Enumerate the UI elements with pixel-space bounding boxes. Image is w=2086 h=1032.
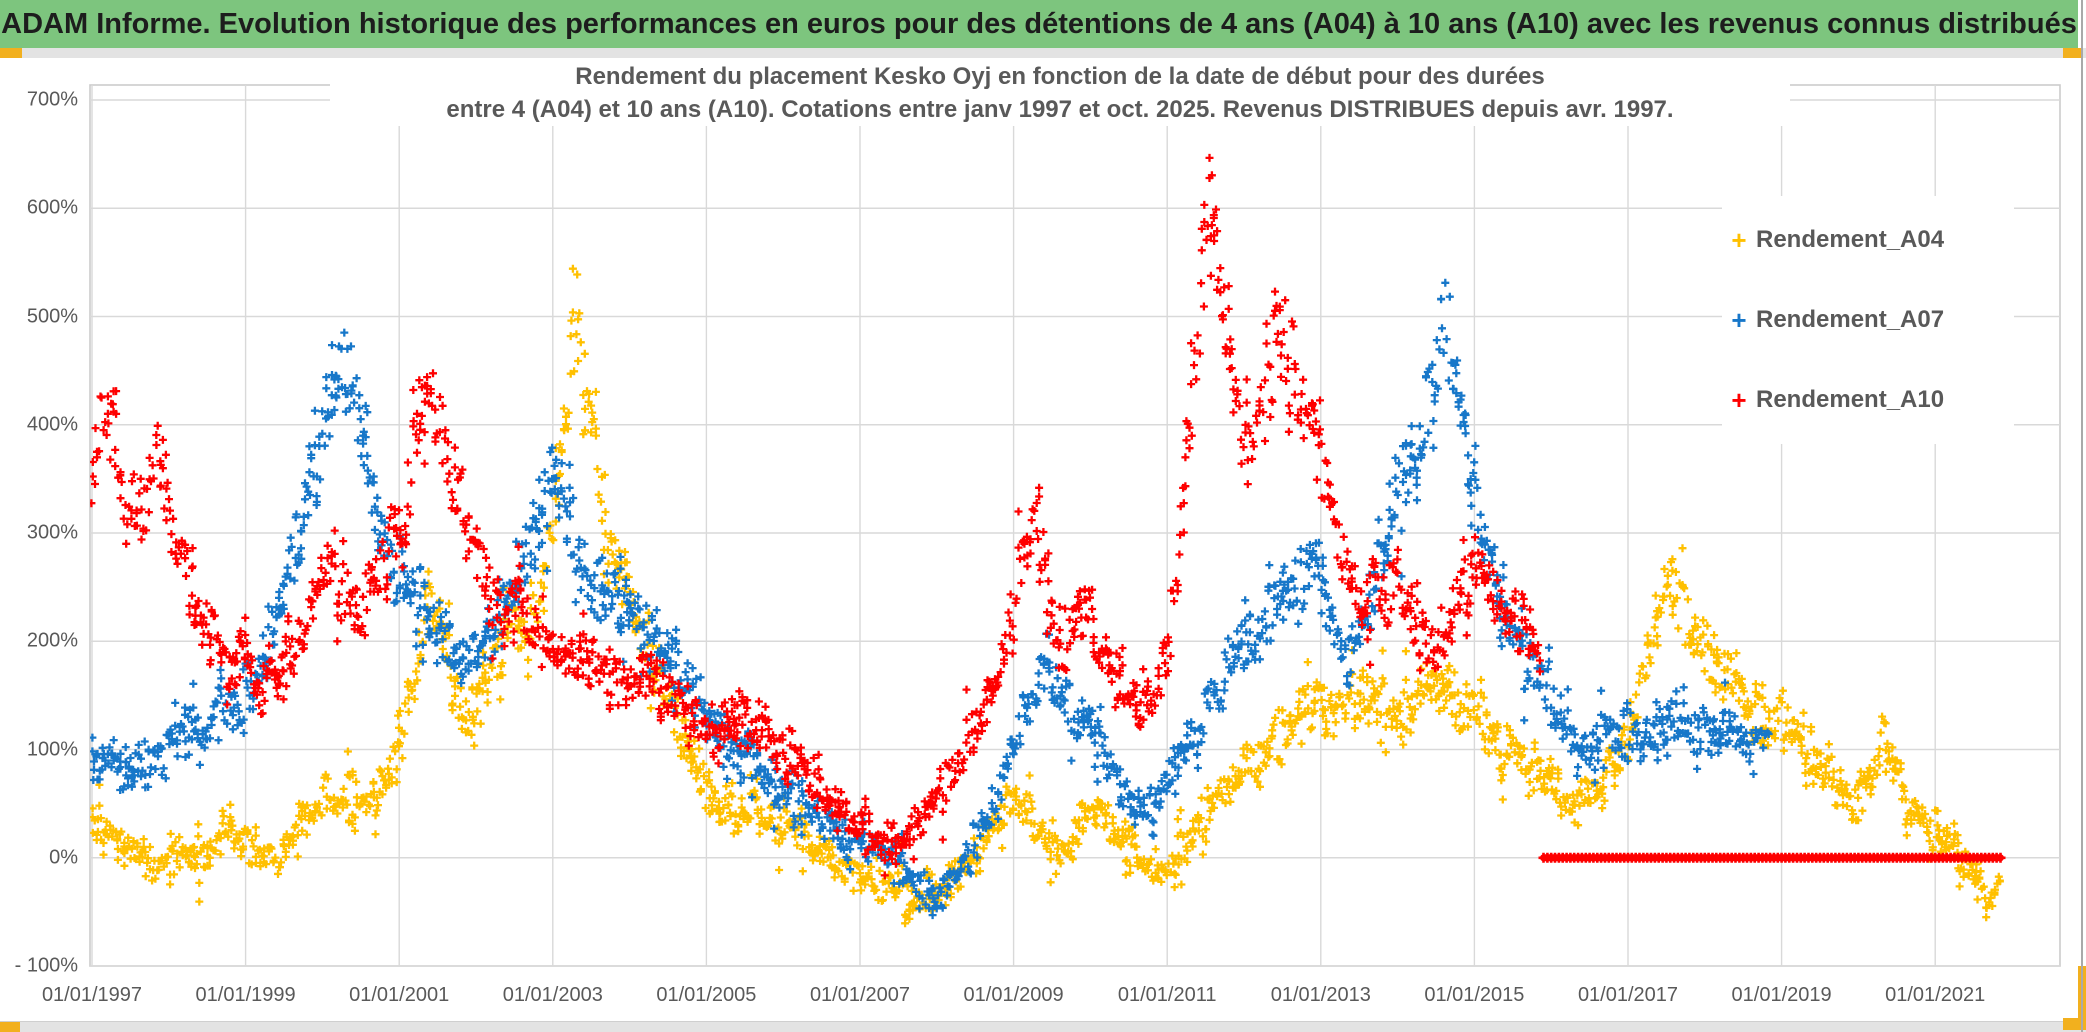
worksheet-row-strip-top (0, 48, 2086, 58)
y-axis-tick-500%: 500% (26, 305, 78, 327)
page-title: ADAM Informe. Evolution historique des p… (1, 7, 2077, 40)
x-axis-tick-01/01/2009: 01/01/2009 (963, 984, 1064, 1006)
y-axis-tick-300%: 300% (26, 521, 78, 544)
page-header: ADAM Informe. Evolution historique des p… (0, 0, 2078, 48)
series-Rendement_A10 (90, 153, 1544, 880)
chart-title-line1: Rendement du placement Kesko Oyj en fonc… (575, 63, 1545, 90)
x-axis-tick-01/01/2007: 01/01/2007 (809, 984, 911, 1006)
worksheet-row-strip-bottom (0, 1021, 2086, 1032)
legend-plus-marker-icon: + (1731, 305, 1747, 335)
chart-title-line2: entre 4 (A04) et 10 ans (A10). Cotations… (446, 96, 1674, 123)
y-axis-tick-100%: 100% (26, 738, 78, 760)
x-axis-tick-01/01/2005: 01/01/2005 (656, 984, 757, 1006)
legend-label: Rendement_A04 (1756, 226, 1945, 253)
chart-title: Rendement du placement Kesko Oyj en fonc… (330, 60, 1790, 126)
legend-item-Rendement_A10[interactable]: + Rendement_A10 (1722, 360, 2014, 440)
legend-item-Rendement_A04[interactable]: + Rendement_A04 (1722, 200, 2014, 280)
legend-label: Rendement_A10 (1756, 386, 1945, 413)
x-axis-tick-01/01/2021: 01/01/2021 (1885, 984, 1986, 1006)
x-axis-tick-01/01/2013: 01/01/2013 (1270, 984, 1371, 1006)
x-axis-tick-01/01/2017: 01/01/2017 (1577, 984, 1679, 1006)
x-axis-tick-01/01/1999: 01/01/1999 (195, 984, 296, 1006)
y-axis-tick-600%: 600% (26, 196, 78, 219)
y-axis-tick-200%: 200% (26, 629, 78, 652)
window-right-border (2081, 0, 2083, 1032)
y-axis-tick-0%: 0% (49, 846, 78, 869)
legend-label: Rendement_A07 (1756, 306, 1945, 333)
x-axis-tick-01/01/2001: 01/01/2001 (349, 984, 450, 1006)
y-axis-tick-400%: 400% (26, 413, 78, 436)
orange-accent-bottom-left (0, 1022, 20, 1032)
x-axis-tick-01/01/2019: 01/01/2019 (1731, 984, 1832, 1006)
series-Rendement_A04 (90, 264, 2004, 928)
legend-plus-marker-icon: + (1731, 385, 1747, 415)
performance-scatter-chart[interactable]: Rendement du placement Kesko Oyj en fonc… (0, 58, 2086, 1021)
x-axis-tick-01/01/1997: 01/01/1997 (41, 984, 143, 1006)
x-axis-tick-01/01/2003: 01/01/2003 (502, 984, 603, 1006)
x-axis-tick-01/01/2011: 01/01/2011 (1117, 984, 1217, 1006)
legend-item-Rendement_A07[interactable]: + Rendement_A07 (1722, 280, 2014, 360)
orange-accent-top-left (0, 48, 22, 58)
y-axis-tick-700%: 700% (26, 88, 78, 111)
chart-legend: + Rendement_A04 + Rendement_A07 + Rendement_A… (1722, 196, 2014, 444)
y-axis-tick--100%: - 100% (14, 954, 78, 977)
x-axis-tick-01/01/2015: 01/01/2015 (1424, 984, 1525, 1006)
legend-plus-marker-icon: + (1731, 225, 1747, 255)
series-Rendement_A07 (90, 278, 1773, 920)
orange-accent-bottom-right (2063, 1018, 2086, 1030)
